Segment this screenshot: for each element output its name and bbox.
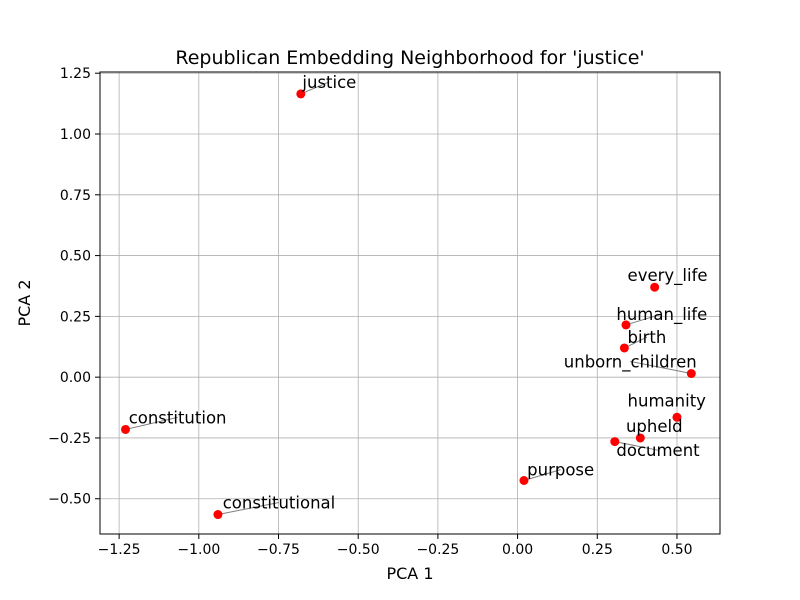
data-points bbox=[121, 89, 696, 520]
y-axis-label: PCA 2 bbox=[15, 279, 34, 326]
point-label: upheld bbox=[626, 417, 683, 436]
leader-line bbox=[614, 441, 659, 451]
x-tick-label: −1.00 bbox=[177, 542, 220, 558]
y-tick-label: 1.00 bbox=[60, 127, 91, 143]
y-tick-label: 0.75 bbox=[60, 188, 91, 204]
plot-area bbox=[100, 72, 720, 534]
y-tick-label: −0.50 bbox=[48, 492, 91, 508]
point-label: every_life bbox=[628, 266, 708, 286]
data-point bbox=[672, 412, 682, 422]
data-point bbox=[610, 437, 620, 447]
point-label: purpose bbox=[527, 461, 594, 480]
data-point bbox=[296, 89, 306, 99]
data-point bbox=[121, 424, 131, 434]
point-label: human_life bbox=[616, 305, 707, 325]
leader-line bbox=[125, 416, 178, 430]
point-label: constitutional bbox=[223, 493, 336, 512]
leader-line bbox=[630, 360, 692, 375]
leader-line bbox=[217, 501, 280, 516]
leader-line bbox=[625, 313, 663, 326]
data-point bbox=[635, 433, 645, 443]
y-tick-label: −0.25 bbox=[48, 431, 91, 447]
x-tick-label: −0.75 bbox=[257, 542, 300, 558]
point-label: birth bbox=[628, 328, 667, 347]
x-tick-label: 0.50 bbox=[661, 542, 692, 558]
point-label: constitution bbox=[129, 408, 227, 427]
y-tick-label: 1.25 bbox=[60, 66, 91, 82]
data-point bbox=[686, 369, 696, 379]
data-point bbox=[519, 476, 529, 486]
x-tick-label: −0.25 bbox=[416, 542, 459, 558]
point-label: humanity bbox=[628, 391, 707, 410]
data-point bbox=[650, 282, 660, 292]
x-axis-ticks: −1.25 −1.00 −0.75 −0.50 −0.25 0.00 0.25 0.50 bbox=[98, 534, 693, 558]
y-axis-ticks: −0.50 −0.25 0.00 0.25 0.50 0.75 1.00 1.25 bbox=[48, 66, 100, 508]
y-tick-label: 0.00 bbox=[60, 370, 91, 386]
plot-frame bbox=[99, 71, 721, 535]
data-point bbox=[619, 343, 629, 353]
point-label: justice bbox=[301, 73, 356, 92]
point-label: unborn_children bbox=[564, 352, 697, 372]
leader-line bbox=[523, 469, 561, 481]
data-point bbox=[213, 510, 223, 520]
y-tick-label: 0.50 bbox=[60, 249, 91, 265]
point-label: document bbox=[616, 441, 700, 460]
chart-title: Republican Embedding Neighborhood for 'j… bbox=[175, 47, 644, 69]
x-axis-label: PCA 1 bbox=[386, 564, 433, 583]
y-tick-label: 0.25 bbox=[60, 309, 91, 325]
x-tick-label: 0.25 bbox=[582, 542, 613, 558]
x-tick-label: −1.25 bbox=[98, 542, 141, 558]
data-point bbox=[621, 320, 631, 330]
x-tick-label: 0.00 bbox=[502, 542, 533, 558]
leader-line bbox=[300, 81, 330, 95]
leader-lines bbox=[125, 81, 692, 516]
x-tick-label: −0.50 bbox=[337, 542, 380, 558]
